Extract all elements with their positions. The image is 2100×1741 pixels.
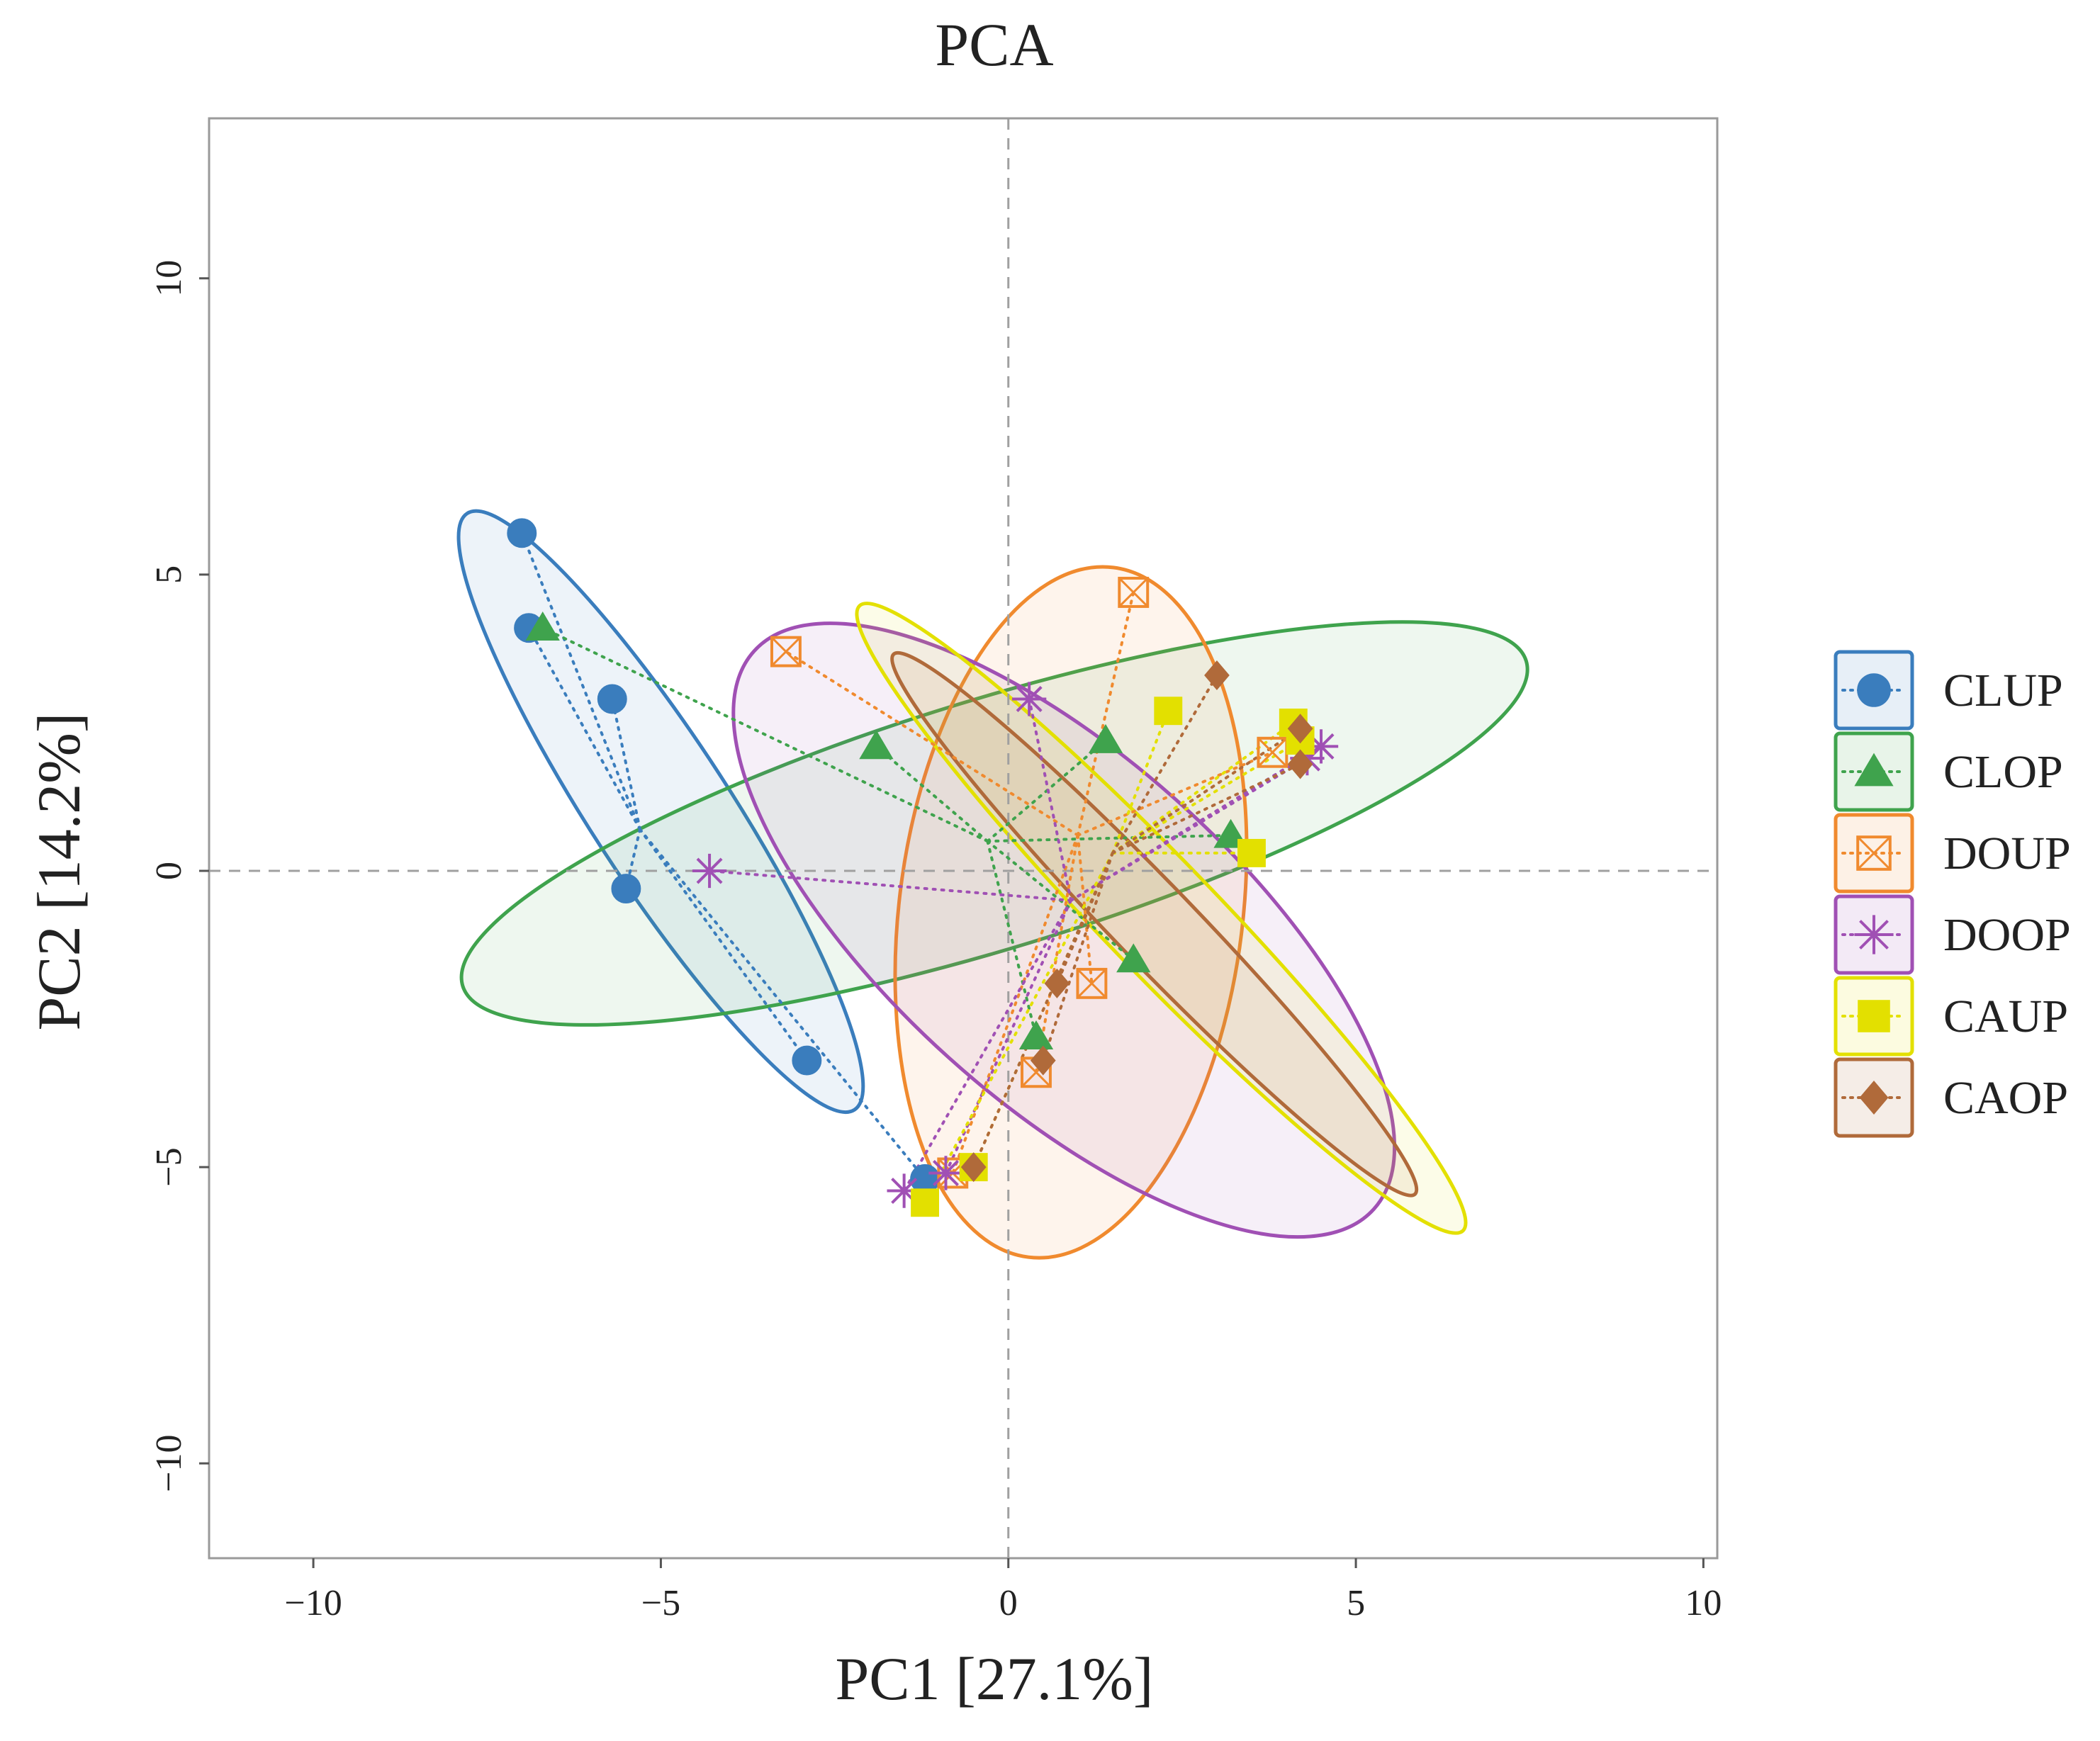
x-tick-label: −10 (284, 1583, 342, 1623)
y-tick-label: 10 (149, 260, 189, 297)
point-caop-5 (1287, 714, 1313, 744)
y-tick-label: −10 (149, 1435, 189, 1492)
spoke-layer (520, 531, 1323, 1205)
legend-item-doup: DOUP (1834, 813, 2071, 894)
reference-lines (209, 118, 1717, 1558)
x-tick-label: 0 (999, 1583, 1018, 1623)
x-tick-label: 5 (1347, 1583, 1365, 1623)
y-axis: −10 −5 0 5 10 (149, 260, 209, 1492)
point-clop-6 (1018, 1020, 1054, 1049)
point-clup-5 (792, 1045, 822, 1076)
point-clup-4 (611, 874, 641, 904)
ellipse-caop (890, 650, 1419, 1198)
point-caop-3 (1044, 968, 1070, 998)
spoke-clop-2 (875, 745, 989, 843)
spoke-doop-3 (1069, 745, 1323, 902)
point-caup-1 (911, 1188, 940, 1217)
legend-marker-doup (1856, 835, 1892, 871)
point-caop-6 (1287, 749, 1313, 779)
point-caup-3 (1154, 697, 1183, 726)
spoke-doop-6 (944, 898, 1072, 1175)
spoke-clop-6 (986, 840, 1038, 1039)
legend-marker-caop (1859, 1081, 1889, 1115)
point-doop-2 (1012, 682, 1047, 716)
legend-item-clup: CLUP (1834, 650, 2063, 731)
spoke-caop-2 (1041, 851, 1114, 1062)
legend-item-clop: CLOP (1834, 731, 2063, 812)
chart-title: PCA (935, 11, 1053, 79)
legend-item-doop: DOOP (1834, 894, 2071, 975)
point-clop-1 (525, 612, 560, 641)
spoke-doup-5 (1034, 833, 1079, 1074)
x-axis: −10 −5 0 5 10 (284, 1558, 1722, 1623)
spoke-doup-6 (951, 833, 1079, 1175)
spoke-caop-6 (1111, 762, 1302, 855)
point-clup-3 (597, 684, 627, 714)
point-doup-4 (1076, 967, 1108, 999)
ellipse-clop (459, 620, 1529, 1027)
spoke-clup-1 (520, 531, 641, 831)
legend-label: DOUP (1943, 828, 2071, 879)
ellipse-doop (731, 621, 1397, 1239)
plot-frame (208, 117, 1719, 1560)
legend-item-caop: CAOP (1834, 1057, 2068, 1138)
x-axis-label: PC1 [27.1%] (835, 1645, 1153, 1713)
spoke-doop-1 (708, 869, 1072, 902)
spoke-caup-3 (1111, 709, 1170, 855)
point-clop-2 (859, 730, 894, 760)
y-tick-label: −5 (149, 1147, 189, 1186)
point-clup-1 (507, 518, 537, 548)
point-doup-2 (1118, 577, 1150, 608)
legend-marker-clop (1854, 753, 1894, 787)
point-layer (507, 518, 1339, 1217)
spoke-doup-3 (1076, 750, 1274, 837)
spoke-doup-1 (784, 650, 1079, 837)
spoke-clop-1 (541, 626, 989, 843)
point-clop-5 (1116, 943, 1151, 973)
spoke-doup-2 (1076, 590, 1135, 837)
point-doop-1 (692, 853, 727, 889)
spoke-caop-3 (1055, 851, 1114, 985)
spoke-clup-5 (639, 828, 809, 1062)
legend-label: CLOP (1943, 746, 2063, 798)
spoke-clop-4 (986, 833, 1233, 843)
legend-item-caup: CAUP (1834, 976, 2068, 1057)
spoke-caop-4 (1111, 674, 1218, 855)
legend-label: DOOP (1943, 909, 2071, 961)
point-caop-1 (960, 1152, 987, 1183)
legend-label: CLUP (1943, 665, 2063, 716)
ellipse-layer (456, 509, 1529, 1260)
legend-marker-caup (1858, 1000, 1890, 1032)
y-tick-label: 0 (149, 862, 189, 880)
spoke-doop-2 (1028, 697, 1072, 902)
spoke-doup-4 (1076, 833, 1094, 985)
spoke-caop-1 (972, 851, 1114, 1169)
y-tick-label: 5 (149, 565, 189, 584)
spoke-clop-3 (986, 739, 1108, 843)
point-caop-2 (1030, 1045, 1056, 1076)
point-doop-6 (928, 1156, 963, 1190)
point-doup-1 (770, 636, 802, 667)
x-tick-label: −5 (641, 1583, 680, 1623)
point-caup-5 (1237, 838, 1266, 867)
spoke-clup-6 (639, 828, 927, 1181)
point-caop-4 (1204, 660, 1230, 691)
legend-marker-clup (1857, 673, 1891, 707)
spoke-clup-3 (610, 697, 641, 831)
spoke-caup-6 (1111, 739, 1302, 855)
legend: CLUP CLOP DOUP DOOP CAUP CAOP (1834, 650, 2071, 1138)
x-tick-label: 10 (1685, 1583, 1722, 1623)
y-axis-label: PC2 [14.2%] (25, 712, 93, 1030)
spoke-caup-1 (923, 851, 1114, 1205)
legend-marker-doop (1854, 915, 1894, 954)
point-clop-3 (1088, 723, 1123, 753)
spoke-doop-4 (1069, 757, 1309, 902)
legend-label: CAUP (1943, 991, 2068, 1042)
legend-label: CAOP (1943, 1072, 2068, 1124)
